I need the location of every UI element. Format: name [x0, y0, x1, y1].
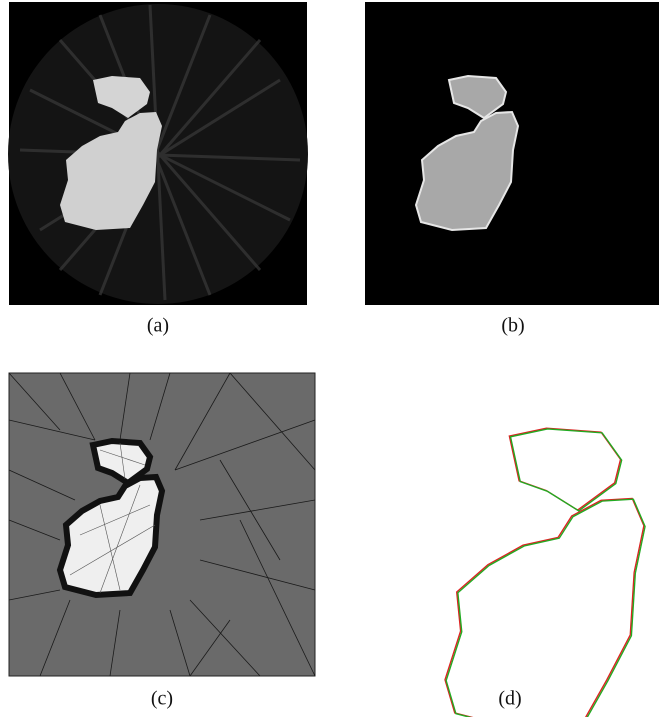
- caption: (d): [498, 688, 521, 710]
- figure-canvas: (a) (b): [0, 0, 659, 717]
- panel-c: [9, 373, 315, 676]
- panel-a: [8, 2, 308, 305]
- panel-d: [445, 428, 645, 717]
- caption: (a): [147, 315, 169, 337]
- caption: (b): [501, 315, 524, 337]
- panel-b: [365, 2, 659, 305]
- figure: (a) (b): [0, 0, 659, 717]
- caption: (c): [151, 688, 173, 710]
